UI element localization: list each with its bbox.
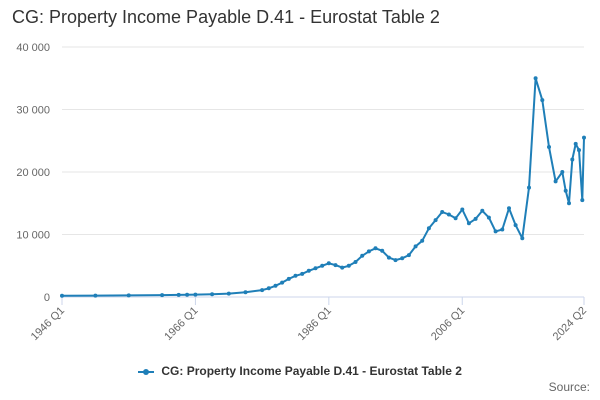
data-point[interactable] (413, 244, 418, 249)
data-point[interactable] (326, 261, 331, 266)
data-point[interactable] (160, 293, 165, 298)
data-point[interactable] (540, 98, 545, 103)
data-point[interactable] (460, 207, 465, 212)
data-point[interactable] (185, 292, 190, 297)
data-point[interactable] (577, 148, 581, 153)
data-point[interactable] (93, 293, 98, 298)
data-point[interactable] (473, 216, 478, 221)
data-point[interactable] (346, 263, 351, 268)
data-point[interactable] (570, 157, 575, 162)
data-point[interactable] (380, 248, 385, 253)
y-tick-label: 20 000 (16, 167, 50, 179)
data-point[interactable] (273, 283, 278, 288)
y-tick-label: 10 000 (16, 230, 50, 242)
data-point[interactable] (393, 258, 398, 263)
data-point[interactable] (493, 229, 498, 234)
data-point[interactable] (386, 255, 391, 260)
data-point[interactable] (313, 266, 318, 271)
data-point[interactable] (176, 292, 181, 297)
data-point[interactable] (60, 293, 64, 298)
data-point[interactable] (466, 221, 471, 226)
data-point[interactable] (226, 291, 231, 296)
data-point[interactable] (513, 223, 518, 228)
data-point[interactable] (533, 76, 538, 81)
data-point[interactable] (426, 226, 431, 231)
y-tick-label: 0 (44, 292, 50, 304)
data-point[interactable] (500, 227, 505, 232)
data-point[interactable] (560, 170, 565, 174)
data-point[interactable] (553, 179, 558, 184)
data-point[interactable] (486, 215, 491, 220)
chart-title: CG: Property Income Payable D.41 - Euros… (12, 7, 440, 27)
data-point[interactable] (446, 212, 451, 217)
data-point[interactable] (320, 263, 325, 268)
data-point[interactable] (527, 185, 531, 190)
data-point[interactable] (582, 135, 586, 140)
legend-label: CG: Property Income Payable D.41 - Euros… (161, 364, 462, 378)
y-tick-label: 30 000 (16, 105, 50, 117)
y-axis: 0 10 000 20 000 30 000 40 000 (16, 42, 50, 304)
data-point[interactable] (547, 145, 551, 149)
series-line[interactable] (61, 77, 585, 297)
data-point[interactable] (373, 246, 378, 251)
series-layer (60, 76, 586, 298)
data-point[interactable] (520, 236, 525, 241)
data-point[interactable] (567, 201, 571, 206)
legend[interactable]: CG: Property Income Payable D.41 - Euros… (0, 364, 600, 378)
x-tick-label: 2006 Q1 (429, 305, 467, 343)
data-point[interactable] (306, 268, 311, 273)
x-tick-label: 1966 Q1 (162, 305, 200, 343)
data-point[interactable] (293, 273, 298, 278)
x-tick-label: 2024 Q2 (551, 305, 589, 343)
data-point[interactable] (193, 292, 198, 297)
y-tick-label: 40 000 (16, 42, 50, 54)
data-point[interactable] (126, 293, 131, 298)
data-point[interactable] (360, 253, 365, 258)
source-label: Source: (548, 380, 590, 394)
data-point[interactable] (333, 263, 338, 268)
data-point[interactable] (353, 260, 358, 264)
x-axis: 1946 Q1 1966 Q1 1986 Q1 2006 Q1 2024 Q2 (29, 296, 589, 343)
legend-line-marker-icon (138, 367, 155, 377)
data-point[interactable] (453, 216, 458, 221)
data-point[interactable] (280, 280, 285, 285)
data-point[interactable] (580, 198, 585, 203)
x-tick-label: 1946 Q1 (29, 305, 67, 343)
x-tick-label: 1986 Q1 (296, 305, 334, 343)
data-point[interactable] (266, 286, 271, 291)
data-point[interactable] (340, 265, 345, 270)
data-point[interactable] (433, 218, 438, 223)
data-point[interactable] (480, 208, 485, 213)
data-point[interactable] (406, 253, 411, 258)
data-point[interactable] (286, 276, 291, 281)
data-point[interactable] (260, 288, 265, 293)
data-point[interactable] (573, 141, 578, 146)
data-point[interactable] (210, 292, 215, 297)
data-point[interactable] (400, 256, 405, 261)
data-point[interactable] (507, 206, 511, 211)
data-point[interactable] (243, 290, 248, 295)
data-point[interactable] (420, 238, 425, 243)
data-point[interactable] (300, 271, 305, 276)
data-point[interactable] (440, 210, 445, 214)
data-point[interactable] (366, 249, 371, 254)
data-point[interactable] (563, 188, 568, 193)
gridlines (62, 46, 584, 298)
